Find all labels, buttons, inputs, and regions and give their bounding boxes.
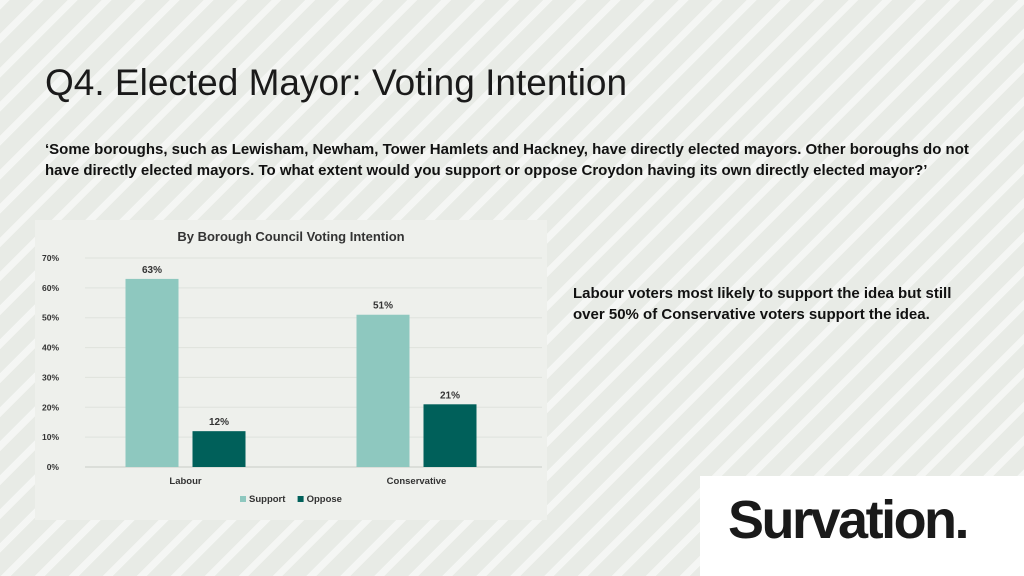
- legend-label: Oppose: [307, 494, 342, 505]
- chart-legend: Support Oppose: [240, 494, 342, 505]
- survation-logo: Survation.: [700, 476, 1024, 576]
- callout-text: Labour voters most likely to support the…: [573, 285, 952, 323]
- bars: [125, 278, 477, 467]
- bar-oppose-labour: [192, 431, 246, 467]
- data-label: 12%: [209, 417, 229, 428]
- y-tick-label: 70%: [42, 253, 59, 263]
- bar-oppose-conservative: [423, 404, 477, 467]
- data-label: 21%: [440, 390, 460, 401]
- chart-title: By Borough Council Voting Intention: [177, 229, 404, 244]
- y-tick-label: 60%: [42, 283, 59, 293]
- bar-support-labour: [125, 278, 179, 467]
- y-tick-label: 20%: [42, 402, 59, 412]
- x-tick-label: Conservative: [387, 476, 447, 487]
- y-axis: 0% 10% 20% 30% 40% 50% 60% 70%: [42, 253, 59, 472]
- legend-swatch: [297, 496, 304, 502]
- bar-chart: By Borough Council Voting Intention 0% 10…: [42, 229, 542, 505]
- y-tick-label: 50%: [42, 313, 59, 323]
- y-tick-label: 40%: [42, 343, 59, 353]
- x-tick-label: Labour: [169, 476, 201, 487]
- slide-title: Q4. Elected Mayor: Voting Intention: [45, 62, 628, 103]
- survey-question: ‘Some boroughs, such as Lewisham, Newham…: [45, 141, 969, 179]
- data-labels: 63% 12% 51% 21%: [142, 265, 460, 428]
- bar-support-conservative: [356, 314, 410, 467]
- y-tick-label: 10%: [42, 432, 59, 442]
- x-axis: Labour Conservative: [169, 476, 446, 487]
- legend-label: Support: [249, 494, 286, 505]
- data-label: 63%: [142, 265, 162, 276]
- chart-panel: By Borough Council Voting Intention 0% 10…: [35, 220, 547, 520]
- data-label: 51%: [373, 301, 393, 312]
- y-tick-label: 30%: [42, 372, 59, 382]
- y-tick-label: 0%: [47, 462, 60, 472]
- legend-swatch: [240, 496, 246, 502]
- logo-wordmark: Survation.: [728, 490, 970, 550]
